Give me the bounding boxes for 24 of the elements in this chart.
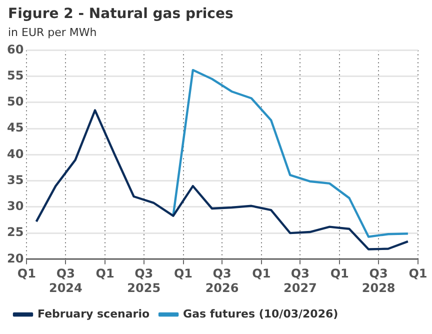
- x-tick-label: Q1: [252, 266, 271, 281]
- chart-title: Figure 2 - Natural gas prices: [8, 6, 234, 22]
- y-tick-label: 55: [6, 68, 24, 82]
- x-tick-label: Q3 2026: [205, 266, 239, 295]
- legend-label: Gas futures (10/03/2026): [183, 307, 338, 320]
- x-tick-label: Q3 2028: [362, 266, 396, 295]
- y-tick-label: 35: [6, 172, 24, 187]
- x-tick-label: Q1: [17, 266, 36, 281]
- y-tick-label: 25: [6, 225, 24, 240]
- y-tick-label: 50: [6, 94, 24, 109]
- x-tick-label: Q3 2027: [284, 266, 317, 295]
- x-tick-label: Q1: [330, 266, 349, 281]
- x-tick-label: Q1: [174, 266, 193, 281]
- y-tick-label: 45: [6, 120, 24, 135]
- y-tick-label: 20: [6, 251, 24, 266]
- chart-subtitle: in EUR per MWh: [8, 26, 97, 39]
- x-tick-label: Q1: [96, 266, 114, 281]
- y-tick-label: 60: [6, 42, 24, 56]
- x-tick-label: Q3 2025: [127, 266, 161, 295]
- x-tick-label: Q3 2024: [48, 266, 82, 295]
- y-tick-label: 30: [6, 199, 24, 214]
- x-tick-label: Q1: [408, 266, 428, 281]
- legend-label: February scenario: [38, 307, 150, 320]
- y-tick-label: 40: [6, 146, 24, 161]
